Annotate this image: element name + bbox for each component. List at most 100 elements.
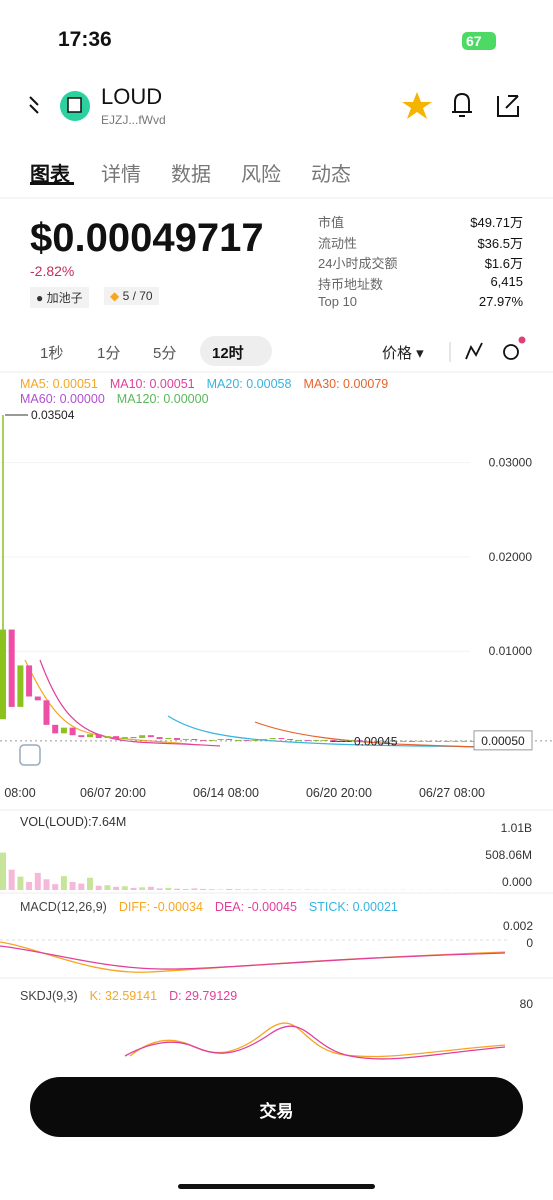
interval[interactable]: 1秒 (40, 345, 64, 362)
indicator-label: SKDJ(9,3) (20, 989, 78, 1003)
tab[interactable]: 详情 (101, 164, 141, 186)
stat-label: 市值 (318, 215, 345, 230)
tab[interactable]: 风险 (241, 164, 281, 186)
token-name: LOUD (101, 84, 163, 109)
candle (43, 700, 50, 725)
high-label: 0.03504 (31, 408, 75, 422)
stat-label: Top 10 (318, 294, 358, 309)
candle (365, 740, 372, 742)
x-tick-label: 06/14 08:00 (193, 786, 259, 800)
volume-title: VOL(LOUD):7.64M (20, 815, 127, 829)
volume-bar (261, 889, 267, 890)
stat-value: $1.6万 (484, 256, 523, 271)
volume-bar (113, 886, 120, 890)
y-tick-label: 0.01000 (489, 644, 533, 658)
indicator-label: MA120: 0.00000 (116, 392, 209, 406)
candle (147, 735, 154, 738)
volume-bar (234, 889, 241, 890)
candle (234, 739, 241, 741)
x-tick-label: 06/07 20:00 (80, 786, 146, 800)
volume-bar (165, 887, 172, 890)
candle (269, 738, 276, 740)
indicator-label: MA10: 0.00051 (109, 377, 195, 391)
home-indicator (178, 1184, 375, 1189)
price: $0.00049717 (30, 216, 264, 260)
x-tick-label: 08:00 (4, 786, 35, 800)
candle (217, 738, 224, 740)
volume-bar (130, 887, 137, 890)
candle (330, 739, 337, 741)
x-tick-label: 06/20 20:00 (306, 786, 372, 800)
alert-icon[interactable] (452, 92, 472, 117)
x-tick-label: 06/27 08:00 (419, 786, 485, 800)
volume-bar (78, 883, 85, 890)
candle (69, 727, 76, 736)
candle (34, 696, 41, 701)
candle (278, 738, 285, 740)
interval[interactable]: 1分 (97, 345, 121, 362)
candle (426, 740, 433, 742)
interval[interactable]: 5分 (153, 345, 177, 362)
indicator-label: MACD(12,26,9) (20, 900, 107, 914)
price-toggle[interactable]: 价格 ▾ (382, 345, 424, 362)
candle (356, 739, 363, 741)
stat-label: 持币地址数 (318, 276, 384, 292)
pool-badge[interactable]: ● 加池子 (30, 287, 89, 308)
macd-tick: 0.002 (502, 919, 533, 933)
candle (139, 735, 146, 739)
trade-button-bg[interactable] (30, 1077, 523, 1137)
candle (226, 738, 233, 740)
back-icon[interactable] (29, 96, 39, 114)
volume-bar (43, 879, 50, 890)
indicator-label: D: 29.79129 (169, 989, 238, 1003)
stat-label: 24小时成交额 (318, 256, 398, 271)
volume-bar (26, 881, 33, 890)
y-tick-label: 0.03000 (489, 456, 533, 470)
price-toggle-label: 价格 (382, 345, 413, 362)
volume-bar (52, 884, 59, 890)
tab[interactable]: 动态 (311, 164, 351, 186)
tab[interactable]: 数据 (171, 164, 211, 186)
indicator-label: K: 32.59141 (89, 989, 158, 1003)
candle (87, 734, 93, 738)
y-tick-label: 0.000 (502, 875, 532, 889)
candle (174, 738, 180, 740)
trade-button[interactable]: 交易 (259, 1102, 294, 1121)
status-time: 17:36 (58, 28, 112, 51)
score-badge[interactable]: ◆ 5 / 70 (104, 287, 159, 305)
candle (121, 737, 128, 739)
volume-bar (139, 887, 146, 890)
battery-level: 67 (466, 33, 482, 49)
candle (200, 739, 207, 741)
star-icon[interactable] (402, 92, 432, 119)
macd-tick: 0 (526, 936, 533, 950)
last-price-label: 0.00050 (481, 734, 525, 748)
skdj-tick: 80 (519, 997, 533, 1011)
tab[interactable]: 图表 (30, 164, 70, 186)
volume-bar (182, 888, 189, 890)
interval[interactable]: 12时 (212, 345, 244, 362)
token-address[interactable]: EJZJ...fWvd (101, 113, 166, 127)
ma10-line (39, 659, 221, 747)
volume-bar (95, 885, 102, 890)
stat-label: 流动性 (318, 235, 358, 251)
settings-icon[interactable] (503, 344, 519, 360)
fullscreen-icon[interactable] (19, 744, 41, 766)
candle (374, 740, 381, 742)
volume-bar (147, 886, 154, 890)
share-icon[interactable] (497, 95, 519, 117)
token-logo-glyph (67, 97, 82, 113)
candle (26, 665, 33, 697)
candle (0, 629, 6, 720)
candle (261, 738, 267, 740)
volume-bar (243, 889, 250, 890)
y-tick-label: 508.06M (485, 848, 532, 862)
candle (287, 738, 294, 740)
candle (321, 739, 328, 741)
candle (182, 738, 189, 740)
stat-value: $49.71万 (470, 215, 523, 230)
indicator-icon[interactable] (465, 342, 483, 360)
volume-bar (69, 881, 76, 890)
volume-bar (0, 852, 6, 890)
ma-labels: MA5: 0.00051 MA10: 0.00051 MA20: 0.00058 MA… (20, 377, 460, 407)
